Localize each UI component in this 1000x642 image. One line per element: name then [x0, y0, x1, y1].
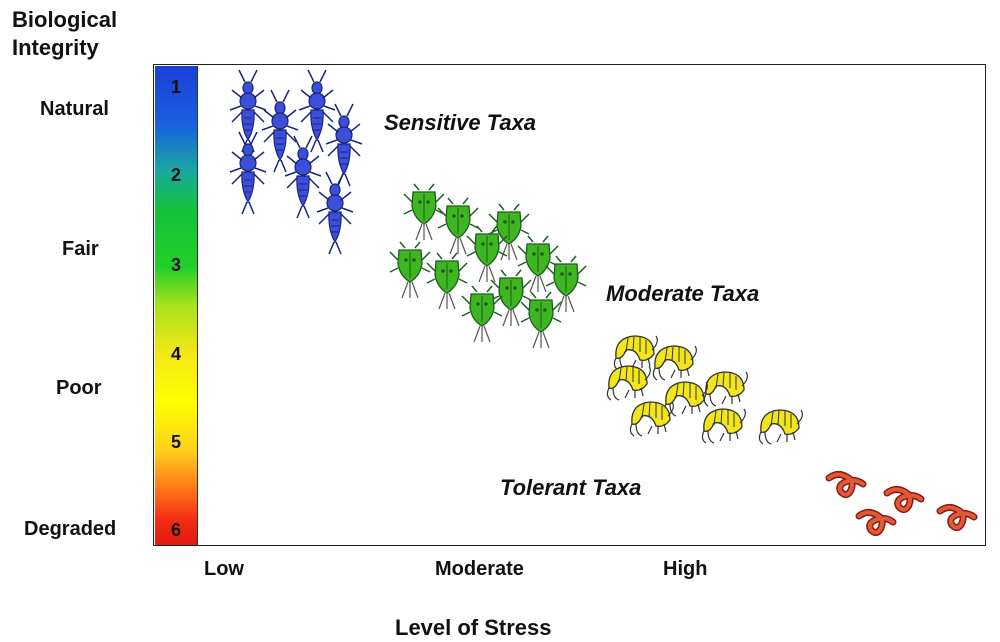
- scale-number-5: 5: [170, 432, 181, 452]
- amphipod-icon: [652, 345, 697, 381]
- worm-icon: [859, 512, 893, 532]
- water-mite-icon: [520, 291, 562, 349]
- stonefly-icon: [325, 103, 363, 187]
- amphipod-icon: [613, 335, 658, 371]
- amphipod-icon: [701, 408, 746, 444]
- x-tick-moderate: Moderate: [435, 558, 524, 580]
- amphipod-icon: [606, 365, 651, 401]
- taxa-label-sensitive: Sensitive Taxa: [384, 110, 537, 135]
- taxa-label-tolerant: Tolerant Taxa: [500, 475, 642, 500]
- stonefly-icon: [316, 171, 354, 255]
- scale-number-3: 3: [170, 255, 181, 275]
- scale-number-2: 2: [170, 165, 181, 185]
- integrity-label-fair: Fair: [62, 238, 99, 260]
- water-mite-icon: [437, 197, 479, 255]
- stonefly-icon: [284, 135, 322, 219]
- taxa-label-moderate: Moderate Taxa: [606, 281, 760, 306]
- x-tick-low: Low: [204, 558, 244, 580]
- worm-icon: [940, 507, 974, 527]
- stonefly-icon: [298, 69, 336, 153]
- water-mite-icon: [403, 183, 445, 241]
- amphipod-icon: [703, 371, 748, 407]
- water-mite-icon: [461, 285, 503, 343]
- scale-number-6: 6: [170, 520, 181, 540]
- water-mite-icon: [426, 252, 468, 310]
- integrity-label-poor: Poor: [56, 377, 102, 399]
- stonefly-icon: [229, 131, 267, 215]
- amphipod-icon: [663, 381, 708, 417]
- worm-icon: [887, 489, 921, 509]
- integrity-label-degraded: Degraded: [24, 518, 117, 540]
- amphipod-icon: [629, 401, 674, 437]
- x-axis-title: Level of Stress: [395, 615, 552, 640]
- amphipod-icon: [758, 409, 803, 445]
- plot-area: [153, 64, 986, 546]
- integrity-color-scale: [155, 66, 198, 545]
- water-mite-icon: [389, 241, 431, 299]
- integrity-label-natural: Natural: [40, 98, 109, 120]
- y-axis-title: Biological Integrity: [12, 7, 118, 60]
- scale-number-1: 1: [170, 77, 181, 97]
- stonefly-icon: [229, 69, 267, 153]
- scale-number-4: 4: [170, 344, 181, 364]
- water-mite-icon: [490, 269, 532, 327]
- x-tick-high: High: [663, 558, 708, 580]
- worm-icon: [829, 474, 863, 494]
